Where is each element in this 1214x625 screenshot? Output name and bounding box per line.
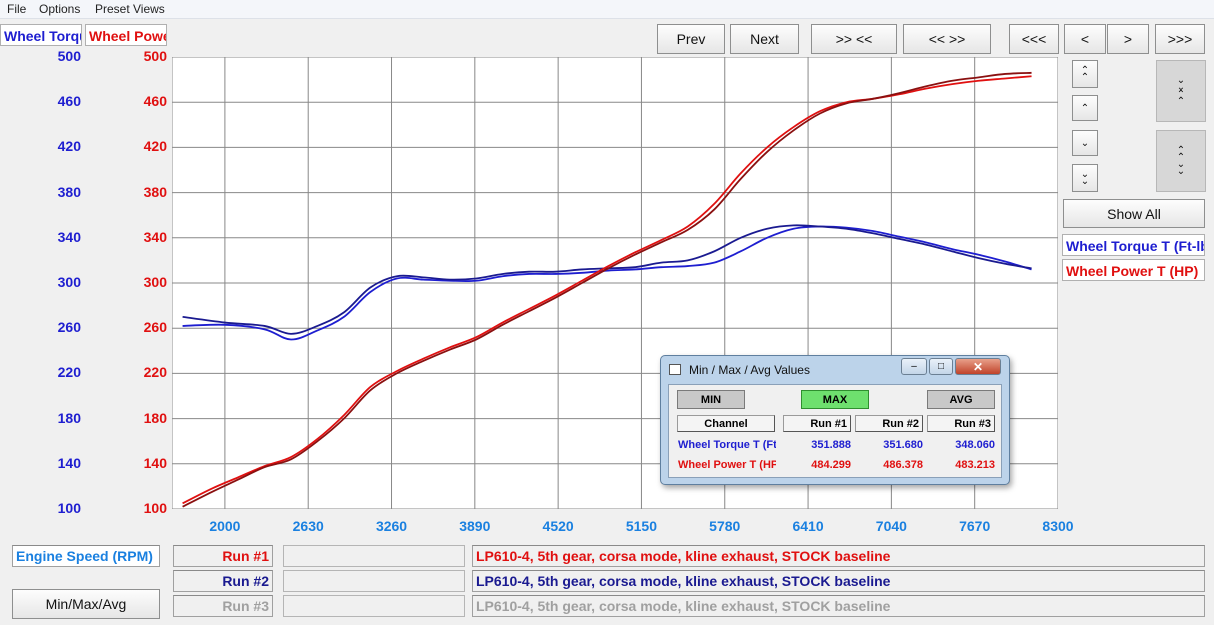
series-lines — [182, 71, 1032, 508]
y-tick-right-140: 140 — [143, 454, 167, 471]
y-tick-left-220: 220 — [57, 364, 81, 381]
run-3-slot — [283, 595, 465, 617]
scroll-left-button[interactable]: < — [1064, 24, 1106, 54]
y-tick-left-340: 340 — [57, 228, 81, 245]
y-tick-left-180: 180 — [57, 409, 81, 426]
y-tick-left-100: 100 — [57, 500, 81, 516]
dialog-title: Min / Max / Avg Values — [689, 363, 810, 377]
x-tick-7670: 7670 — [959, 518, 991, 534]
y-tick-left-380: 380 — [57, 183, 81, 200]
x-tick-3890: 3890 — [459, 518, 491, 534]
row-torque-run-2: 351.680 — [883, 439, 923, 451]
first-button[interactable]: <<< — [1009, 24, 1059, 54]
avg-button[interactable]: AVG — [927, 390, 995, 409]
x-tick-6410: 6410 — [792, 518, 824, 534]
run-3-label[interactable]: Run #3 — [173, 595, 273, 617]
tab-wheel-torque[interactable]: Wheel Torque T (Ft-lbs) — [0, 24, 82, 46]
y-tick-left-420: 420 — [57, 138, 81, 155]
tab-wheel-power[interactable]: Wheel Power T (HP) — [85, 24, 167, 46]
x-tick-5150: 5150 — [625, 518, 658, 534]
x-tick-4520: 4520 — [542, 518, 574, 534]
x-tick-2630: 2630 — [292, 518, 324, 534]
y-tick-right-300: 300 — [143, 274, 167, 290]
min-max-avg-button[interactable]: Min/Max/Avg — [12, 589, 160, 619]
row-power-channel: Wheel Power T (HP) — [678, 459, 776, 471]
y-tick-right-460: 460 — [143, 93, 167, 110]
min-button[interactable]: MIN — [677, 390, 745, 409]
y-tick-right-100: 100 — [143, 500, 167, 516]
y-tick-right-180: 180 — [143, 409, 167, 426]
minimize-icon[interactable]: – — [901, 358, 927, 375]
menu-file[interactable]: File — [7, 2, 27, 16]
y-tick-right-220: 220 — [143, 364, 167, 381]
scroll-down-icon[interactable]: ⌄ — [1072, 130, 1098, 156]
expand-range-icon[interactable]: ⌄ ⌄ ⌃ ⌃ — [1156, 60, 1206, 122]
y-tick-right-380: 380 — [143, 183, 167, 200]
y-tick-left-500: 500 — [57, 48, 81, 64]
row-torque-run-3: 348.060 — [955, 439, 995, 451]
y-tick-right-500: 500 — [143, 48, 167, 64]
legend-wheel-torque[interactable]: Wheel Torque T (Ft-lbs) — [1062, 234, 1205, 256]
legend-wheel-power[interactable]: Wheel Power T (HP) — [1062, 259, 1205, 281]
x-axis-channel[interactable]: Engine Speed (RPM) — [12, 545, 160, 567]
row-power-run-2: 486.378 — [883, 459, 923, 471]
scroll-up-icon[interactable]: ⌃ — [1072, 95, 1098, 121]
grid-lines — [172, 57, 1058, 509]
x-tick-8300: 8300 — [1042, 518, 1074, 534]
row-power-run-1: 484.299 — [811, 459, 851, 471]
scroll-down-fast-icon[interactable]: ⌄ ⌄ — [1072, 164, 1098, 192]
y-tick-left-140: 140 — [57, 454, 81, 471]
scroll-up-fast-icon[interactable]: ⌃ ⌃ — [1072, 60, 1098, 88]
run-2-slot — [283, 570, 465, 592]
x-tick-5780: 5780 — [709, 518, 741, 534]
menu-options[interactable]: Options — [39, 2, 81, 16]
row-torque-channel: Wheel Torque T (Ft-lbs) — [678, 439, 776, 451]
run-1-description: LP610-4, 5th gear, corsa mode, kline exh… — [472, 545, 1205, 567]
show-all-button[interactable]: Show All — [1063, 199, 1205, 228]
run-1-label[interactable]: Run #1 — [173, 545, 273, 567]
header-channel: Channel — [677, 415, 775, 432]
zoom-out-button[interactable]: << >> — [903, 24, 991, 54]
compress-range-icon[interactable]: ⌃ ⌃ ⌄ ⌄ — [1156, 130, 1206, 192]
x-tick-3260: 3260 — [375, 518, 408, 534]
y-tick-left-300: 300 — [57, 274, 81, 290]
menu-bar — [0, 0, 1214, 19]
y-tick-right-260: 260 — [143, 319, 167, 336]
window-icon — [669, 364, 681, 375]
x-tick-7040: 7040 — [875, 518, 907, 534]
y-tick-left-460: 460 — [57, 93, 81, 110]
series-torque-1-line — [182, 225, 1032, 341]
menu-preset-views[interactable]: Preset Views — [95, 2, 165, 16]
y-tick-right-420: 420 — [143, 138, 167, 155]
row-power-run-3: 483.213 — [955, 459, 995, 471]
y-tick-right-340: 340 — [143, 228, 167, 245]
run-1-slot — [283, 545, 465, 567]
x-tick-2000: 2000 — [209, 518, 241, 534]
run-2-label[interactable]: Run #2 — [173, 570, 273, 592]
header-run-2: Run #2 — [855, 415, 923, 432]
run-3-description: LP610-4, 5th gear, corsa mode, kline exh… — [472, 595, 1205, 617]
max-button[interactable]: MAX — [801, 390, 869, 409]
series-power-2-line — [182, 71, 1032, 508]
min-max-avg-dialog: Min / Max / Avg Values – □ ✕ MIN MAX AVG… — [660, 355, 1010, 485]
last-button[interactable]: >>> — [1155, 24, 1205, 54]
y-tick-left-260: 260 — [57, 319, 81, 336]
dialog-content: MIN MAX AVG Channel Run #1 Run #2 Run #3… — [668, 384, 1002, 478]
close-icon[interactable]: ✕ — [955, 358, 1001, 375]
maximize-icon[interactable]: □ — [929, 358, 953, 375]
prev-button[interactable]: Prev — [657, 24, 725, 54]
header-run-3: Run #3 — [927, 415, 995, 432]
header-run-1: Run #1 — [783, 415, 851, 432]
row-torque-run-1: 351.888 — [811, 439, 851, 451]
run-2-description: LP610-4, 5th gear, corsa mode, kline exh… — [472, 570, 1205, 592]
zoom-in-button[interactable]: >> << — [811, 24, 897, 54]
scroll-right-button[interactable]: > — [1107, 24, 1149, 54]
next-button[interactable]: Next — [730, 24, 799, 54]
series-torque-2-line — [182, 224, 1032, 335]
